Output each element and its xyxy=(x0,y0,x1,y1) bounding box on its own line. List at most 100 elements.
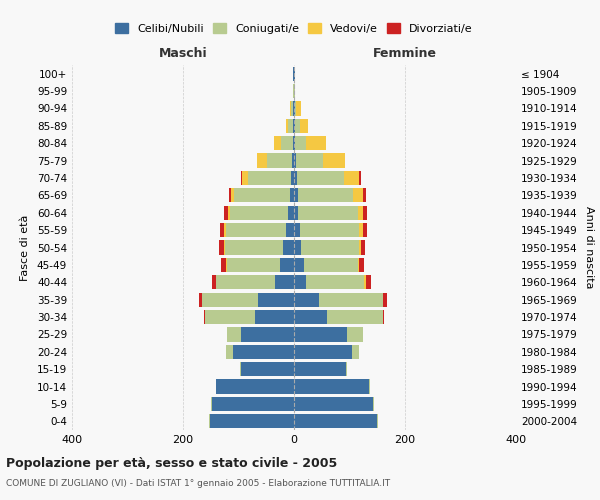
Bar xyxy=(306,275,364,289)
Text: Popolazione per età, sesso e stato civile - 2005: Popolazione per età, sesso e stato civil… xyxy=(6,458,337,470)
Bar xyxy=(291,171,294,185)
Bar xyxy=(290,102,291,116)
Bar xyxy=(294,310,328,324)
Bar xyxy=(289,118,293,133)
Bar xyxy=(359,171,361,185)
Bar xyxy=(294,258,304,272)
Bar xyxy=(323,154,344,168)
Text: Femmine: Femmine xyxy=(373,47,437,60)
Bar xyxy=(294,136,295,150)
Bar xyxy=(319,292,383,307)
Bar xyxy=(296,154,323,168)
Bar xyxy=(228,206,230,220)
Y-axis label: Fasce di età: Fasce di età xyxy=(20,214,30,280)
Text: COMUNE DI ZUGLIANO (VI) - Dati ISTAT 1° gennaio 2005 - Elaborazione TUTTITALIA.I: COMUNE DI ZUGLIANO (VI) - Dati ISTAT 1° … xyxy=(6,479,390,488)
Bar xyxy=(383,292,387,307)
Bar xyxy=(294,223,299,237)
Bar xyxy=(358,206,363,220)
Bar xyxy=(268,154,292,168)
Bar xyxy=(294,328,347,342)
Bar xyxy=(224,240,283,254)
Bar xyxy=(234,188,290,202)
Bar xyxy=(295,118,299,133)
Bar xyxy=(294,414,377,428)
Bar xyxy=(224,223,226,237)
Bar xyxy=(294,188,298,202)
Bar xyxy=(347,328,364,342)
Bar xyxy=(299,118,308,133)
Bar xyxy=(281,136,293,150)
Bar xyxy=(295,102,296,116)
Bar xyxy=(275,275,294,289)
Bar xyxy=(286,223,294,237)
Bar xyxy=(298,188,353,202)
Bar xyxy=(352,344,359,359)
Bar xyxy=(296,102,301,116)
Bar xyxy=(226,258,227,272)
Bar xyxy=(294,362,346,376)
Bar xyxy=(221,258,226,272)
Bar xyxy=(230,206,289,220)
Bar xyxy=(286,118,289,133)
Legend: Celibi/Nubili, Coniugati/e, Vedovi/e, Divorziati/e: Celibi/Nubili, Coniugati/e, Vedovi/e, Di… xyxy=(112,20,476,37)
Bar xyxy=(241,362,294,376)
Bar xyxy=(241,171,242,185)
Bar xyxy=(364,188,366,202)
Bar xyxy=(280,258,294,272)
Bar xyxy=(212,275,216,289)
Bar xyxy=(202,292,258,307)
Bar xyxy=(293,118,294,133)
Bar xyxy=(297,171,344,185)
Bar xyxy=(361,240,365,254)
Bar xyxy=(220,223,224,237)
Bar xyxy=(289,206,294,220)
Bar xyxy=(212,397,294,411)
Bar xyxy=(294,275,306,289)
Bar xyxy=(229,188,231,202)
Bar xyxy=(258,292,294,307)
Bar xyxy=(294,206,298,220)
Bar xyxy=(301,240,359,254)
Bar xyxy=(231,188,234,202)
Y-axis label: Anni di nascita: Anni di nascita xyxy=(584,206,594,289)
Bar xyxy=(294,154,296,168)
Bar xyxy=(298,206,358,220)
Text: Maschi: Maschi xyxy=(158,47,208,60)
Bar xyxy=(248,171,291,185)
Bar xyxy=(219,240,224,254)
Bar xyxy=(369,380,370,394)
Bar xyxy=(242,171,248,185)
Bar xyxy=(359,258,364,272)
Bar xyxy=(292,154,294,168)
Bar xyxy=(363,223,367,237)
Bar xyxy=(204,310,205,324)
Bar xyxy=(293,136,294,150)
Bar xyxy=(363,206,367,220)
Bar xyxy=(365,275,371,289)
Bar xyxy=(217,380,294,394)
Bar xyxy=(226,344,233,359)
Bar xyxy=(306,136,326,150)
Bar xyxy=(294,118,295,133)
Bar xyxy=(290,188,294,202)
Bar xyxy=(364,275,365,289)
Bar xyxy=(295,136,306,150)
Bar xyxy=(294,240,301,254)
Bar xyxy=(353,188,364,202)
Bar xyxy=(294,397,373,411)
Bar xyxy=(209,414,294,428)
Bar xyxy=(294,292,319,307)
Bar xyxy=(344,171,359,185)
Bar xyxy=(255,310,294,324)
Bar xyxy=(240,362,241,376)
Bar xyxy=(216,275,275,289)
Bar xyxy=(241,328,294,342)
Bar xyxy=(226,223,286,237)
Bar xyxy=(359,240,361,254)
Bar xyxy=(233,344,294,359)
Bar xyxy=(224,206,228,220)
Bar xyxy=(383,310,385,324)
Bar xyxy=(294,344,352,359)
Bar xyxy=(304,258,358,272)
Bar xyxy=(358,258,359,272)
